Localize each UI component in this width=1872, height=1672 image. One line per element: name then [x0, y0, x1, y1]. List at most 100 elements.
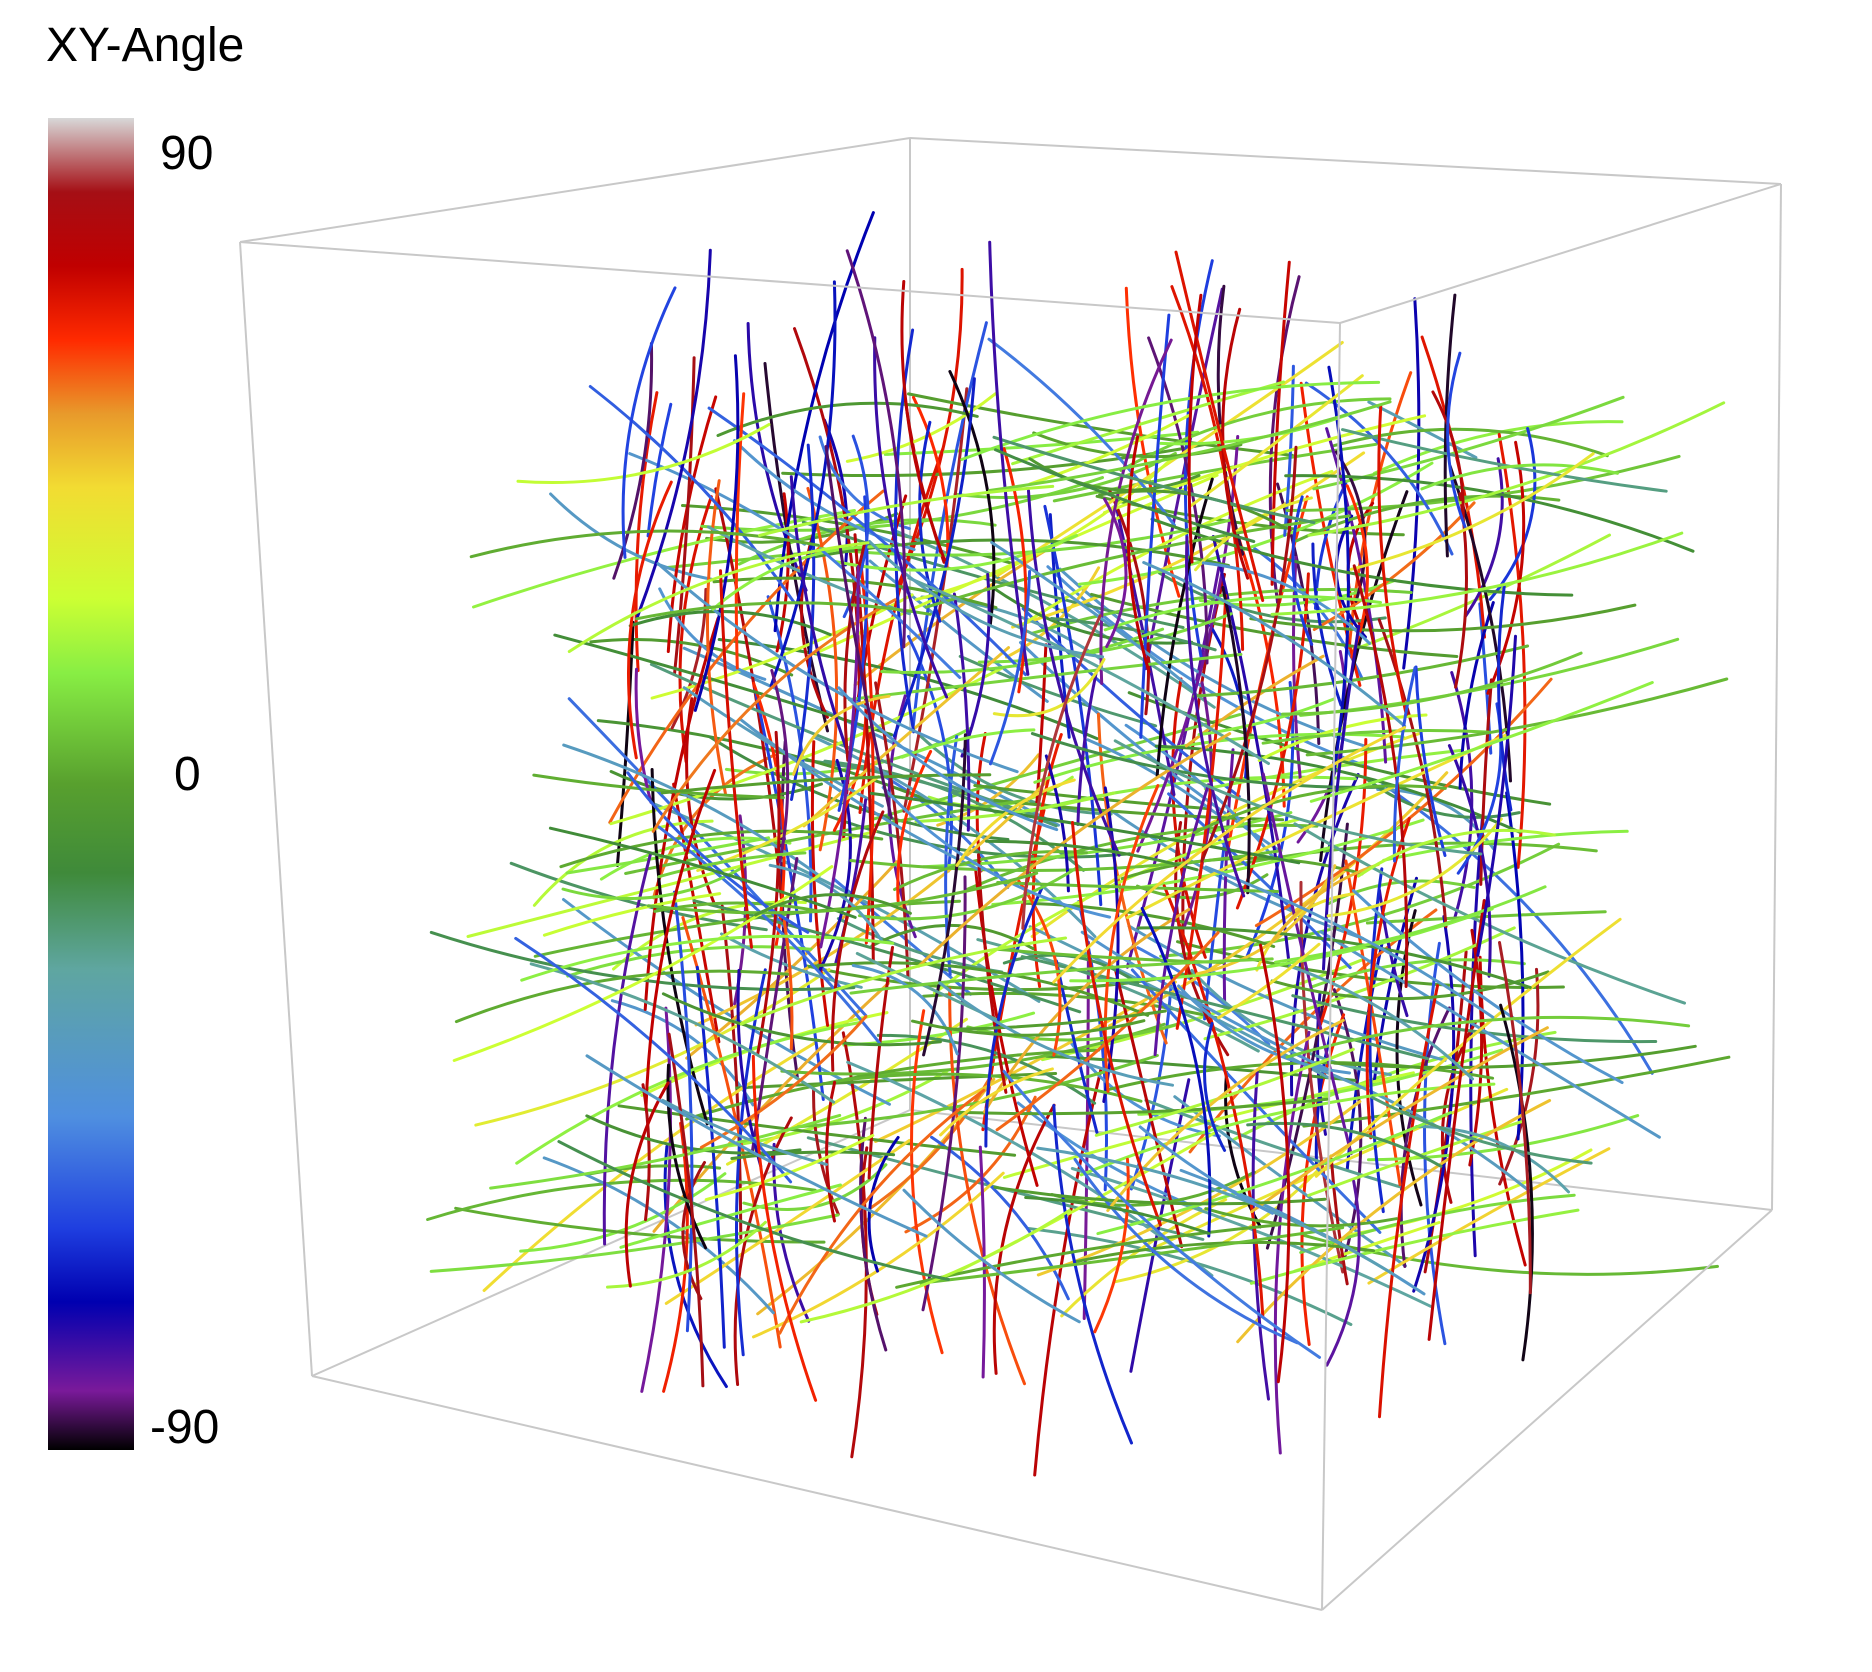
colorbar-tick-min: -90 [150, 1401, 220, 1454]
fiber-tract [1203, 1021, 1227, 1152]
fiber-tract [672, 782, 721, 1044]
fiber-tract [851, 964, 959, 1056]
fiber-tract [695, 965, 726, 1349]
fiber-tract [1309, 681, 1654, 803]
fiber-tract [756, 730, 781, 1057]
fiber-tract [1216, 284, 1245, 556]
fiber-tract [988, 400, 1392, 492]
fiber-tract [960, 380, 1381, 461]
fiber-tracts [426, 211, 1731, 1477]
fiber-tract [900, 280, 946, 562]
fiber-tract [1155, 477, 1214, 778]
fiber-tract [1478, 955, 1527, 1267]
bounding-box-front-edges [239, 137, 1782, 1611]
fiber-tract [1305, 677, 1729, 757]
fiber-tract [1414, 665, 1447, 857]
fiber-tract [1035, 643, 1048, 806]
box-edge-top-right [1339, 183, 1782, 324]
fiber-tract [1052, 726, 1406, 984]
fiber-tract [673, 356, 696, 676]
fiber-tract [778, 1088, 986, 1335]
fiber-tract [566, 945, 813, 978]
fiber-tract [1288, 964, 1474, 1081]
fiber-tract [1204, 865, 1495, 1019]
fiber-tract [1443, 293, 1457, 558]
fiber-tract [628, 452, 807, 546]
fiber-tract [958, 654, 1158, 728]
fiber-tract [735, 1072, 1058, 1090]
fiber-tract [469, 529, 820, 559]
fiber-tract [1221, 586, 1251, 895]
fiber-tract [657, 851, 807, 879]
fiber-tract [874, 681, 910, 979]
fiber-tract [716, 401, 979, 437]
fiber-tract [1183, 681, 1213, 927]
fiber-tract [837, 686, 1059, 832]
fiber-tract [938, 981, 1174, 1087]
fiber-tract [1028, 457, 1201, 492]
fiber-tract [870, 923, 1035, 951]
fiber-tract [1249, 603, 1637, 633]
fiber-tract [994, 448, 1256, 543]
fiber-tract [519, 1172, 727, 1253]
fiber-tract [628, 609, 832, 637]
fiber-tract [1032, 431, 1243, 459]
fiber-tract [626, 771, 810, 934]
fiber-tract [818, 518, 1231, 557]
colorbar-tick-mid: 0 [174, 748, 201, 801]
fiber-tract [1058, 567, 1370, 749]
fiber-tract [1002, 1069, 1321, 1359]
fiber-tract [542, 1156, 775, 1315]
fiber-tract [1249, 1208, 1580, 1285]
fiber-tract [1189, 374, 1364, 508]
fiber-tract [1033, 1066, 1103, 1477]
fiber-tract [661, 992, 942, 1047]
fiber-tract [658, 587, 767, 681]
fiber-tract [920, 595, 1104, 662]
fiber-tract [902, 1188, 1081, 1324]
fiber-tract [1291, 994, 1658, 1044]
fiber-tract [996, 341, 1344, 577]
fiber-tract [567, 697, 869, 1019]
fiber-tract [992, 1103, 1056, 1375]
fiber-tract [824, 445, 893, 820]
fiber-tract [868, 540, 1105, 659]
fiber-tract [667, 1032, 705, 1388]
fiber-tract [548, 826, 857, 919]
fiber-tract [918, 733, 1113, 816]
fiber-tract [1153, 783, 1210, 1057]
box-edge-top-front [239, 241, 1341, 324]
fiber-tract [881, 786, 1112, 919]
box-edge-bottom-right [1321, 1209, 1773, 1611]
fiber-tract [770, 669, 790, 864]
fiber-tract [720, 904, 743, 1240]
fiber-tract [1050, 617, 1217, 652]
fiber-tract [849, 957, 1274, 995]
fiber-tract [734, 392, 746, 670]
fiber-tract [1293, 822, 1686, 1005]
fiber-tract [1498, 941, 1532, 1295]
fiber-tract [1103, 497, 1128, 649]
fiber-tract [907, 576, 1270, 765]
fiber-tract [454, 969, 791, 1024]
fiber-tract [922, 733, 967, 1057]
fiber-tract [1478, 602, 1493, 755]
fiber-tract [1174, 250, 1265, 602]
fiber-tract [1427, 899, 1486, 1341]
fiber-tract [615, 620, 635, 867]
fiber-tract [782, 918, 794, 1051]
fiber-tract [914, 791, 1116, 823]
fiber-tract [1011, 451, 1366, 629]
fiber-tract [789, 475, 850, 755]
fiber-tract [867, 1136, 900, 1273]
fiber-tract [1217, 942, 1321, 1020]
fiber-tract [1447, 744, 1492, 978]
fiber-tract [907, 392, 1294, 457]
fiber-tract [751, 1054, 818, 1402]
fiber-tract [948, 987, 1026, 1386]
fiber-tract [1195, 864, 1337, 976]
fiber-tract [1382, 829, 1629, 862]
fiber-tract [953, 451, 1177, 499]
fiber-tract [910, 1009, 944, 1355]
fiber-tract [1463, 457, 1504, 618]
